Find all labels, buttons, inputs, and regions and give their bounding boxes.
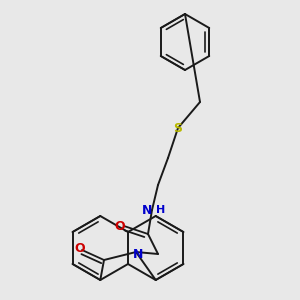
Text: S: S [173, 122, 182, 134]
Text: O: O [75, 242, 85, 254]
Text: H: H [156, 205, 166, 215]
Text: O: O [115, 220, 125, 232]
Text: N: N [133, 248, 143, 260]
Text: N: N [142, 203, 152, 217]
